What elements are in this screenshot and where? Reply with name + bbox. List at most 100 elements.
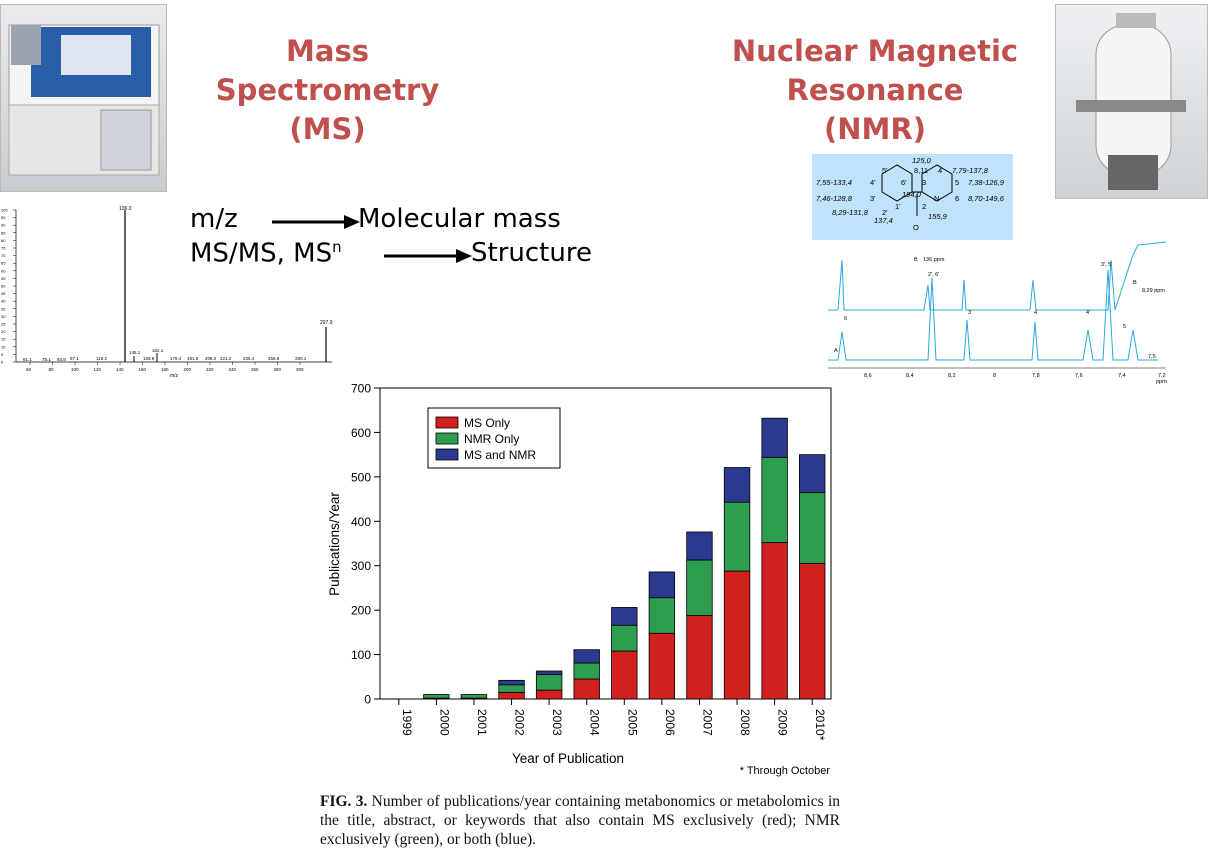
ms-x-ticks: 60 80 100 120 140 160 180 200 220 240 260 280 300	[26, 362, 304, 372]
x-tick-label: 2007	[700, 709, 714, 736]
nmr-label: 8,29-131,8	[832, 208, 869, 217]
nmr-structure-panel: 125,0 8,11 4 7,79-137,8 5' 6' 3 5 7,38-1…	[812, 154, 1013, 240]
bar-segment-ms-and-nmr	[498, 679, 525, 686]
ms-y-tick-label: 45	[1, 291, 6, 296]
nmr-label: 2'	[882, 208, 888, 217]
nmr-annotation: 2', 6'	[928, 272, 939, 278]
nmr-label: N	[934, 194, 939, 203]
nmr-annotation: 136 ppm	[923, 257, 945, 263]
ms-y-tick-label: 0	[1, 360, 4, 365]
nmr-annotation: 7,5	[1148, 354, 1156, 360]
nmr-label: 8,11	[914, 166, 928, 175]
ms-y-tick-label: 85	[1, 230, 6, 235]
ms-y-tick-label: 100	[1, 208, 8, 213]
bar-segment-ms-and-nmr	[761, 417, 788, 458]
bar-segment-nmr-only	[611, 624, 638, 652]
arrow-right-icon	[272, 215, 360, 229]
x-axis: 1999 2000 2001 2002 2003 2004 2005 2006 2007 2008…	[398, 699, 827, 741]
ms-x-tick-label: 120	[94, 367, 102, 372]
nmr-label: 125,0	[912, 156, 932, 165]
x-tick-label: 2005	[625, 709, 639, 736]
nmr-magnet-photo	[1055, 4, 1208, 199]
ms-x-tick-label: 100	[71, 367, 79, 372]
ms-title: Mass Spectrometry (MS)	[215, 34, 440, 146]
ms-y-tick-label: 95	[1, 215, 6, 220]
nmr-label: 5'	[882, 166, 888, 175]
arrow-right-icon	[384, 249, 472, 263]
ms-peak-label: 162.1	[152, 348, 164, 353]
nmr-label: 1'	[895, 202, 901, 211]
nmr-annotation: 5	[1123, 324, 1126, 330]
figure-label: FIG. 3.	[320, 793, 368, 810]
nmr-annotation: 4'	[1086, 310, 1090, 316]
legend-label: MS and NMR	[464, 448, 536, 462]
nmr-label: 137,4	[874, 216, 893, 225]
ms-y-tick-label: 35	[1, 306, 6, 311]
bar-segment-ms-only	[535, 689, 563, 700]
x-tick-label: 2010*	[813, 709, 827, 741]
x-tick-label: 2000	[437, 709, 451, 736]
nmr-label: O	[913, 223, 919, 232]
plot-frame	[379, 387, 832, 700]
bar-segment-ms-and-nmr	[611, 607, 638, 626]
ms-x-tick-label: 260	[251, 367, 259, 372]
ms-y-tick-label: 50	[1, 284, 6, 289]
y-tick-label: 100	[351, 648, 371, 662]
ms-peak-label: 221.2	[220, 356, 232, 361]
ms-y-tick-label: 70	[1, 253, 6, 258]
ms-y-tick-label: 30	[1, 314, 6, 319]
x-tick-label: 2004	[588, 709, 602, 736]
ms-x-tick-label: 300	[296, 367, 304, 372]
footnote: * Through October	[740, 765, 831, 777]
ms-peak-label: 169.9	[143, 356, 155, 361]
ms-x-tick-label: 200	[184, 367, 192, 372]
ms-x-tick-label: 240	[229, 367, 237, 372]
nmr-annotation: B	[914, 257, 918, 263]
ms-peak-label: 280.1	[295, 356, 307, 361]
nmr-label: 5	[955, 178, 959, 187]
ms-y-tick-label: 60	[1, 268, 6, 273]
ms-y-tick-label: 65	[1, 261, 6, 266]
nmr-x-tick: 7,4	[1118, 373, 1126, 379]
x-tick-label: 2003	[550, 709, 564, 736]
ms-x-tick-label: 140	[116, 367, 124, 372]
nmr-label: 4	[938, 166, 942, 175]
x-tick-label: 2006	[663, 709, 677, 736]
legend-swatch	[435, 448, 459, 461]
ms-peak-label: 235.4	[243, 356, 255, 361]
ms-y-tick-label: 55	[1, 276, 6, 281]
ms-x-tick-label: 220	[206, 367, 214, 372]
ms-peak-label: 61.1	[23, 357, 32, 362]
nmr-label: 155,9	[928, 212, 948, 221]
ms-y-tick-label: 90	[1, 223, 6, 228]
nmr-label: 4'	[870, 178, 876, 187]
bar-segment-nmr-only	[723, 501, 751, 572]
relation-output: Structure	[471, 238, 592, 268]
nmr-label: 6'	[901, 178, 907, 187]
figure-caption: FIG. 3. Number of publications/year cont…	[320, 792, 840, 849]
bar-segment-ms-only	[686, 615, 713, 700]
nmr-annotation: 4	[1034, 310, 1037, 316]
nmr-magnet-illustration	[1076, 13, 1186, 190]
ms-relation-1: m/z Molecular mass	[190, 204, 590, 238]
bar-segment-ms-only	[573, 678, 600, 700]
x-tick-label: 2008	[738, 709, 752, 736]
nmr-label: 7,46-128,8	[816, 194, 853, 203]
bar-segment-ms-and-nmr	[573, 649, 600, 664]
relation-output: Molecular mass	[358, 204, 561, 234]
ms-y-tick-label: 25	[1, 322, 6, 327]
ms-y-tick-label: 15	[1, 337, 6, 342]
y-axis-title: Publications/Year	[327, 492, 342, 596]
ms-x-axis-label: m/z	[170, 373, 179, 379]
caption-text: Number of publications/year containing m…	[320, 793, 840, 848]
nmr-x-tick: 7,8	[1032, 373, 1040, 379]
y-tick-label: 600	[351, 426, 371, 440]
nmr-x-tick: 8,2	[948, 373, 956, 379]
nmr-label: 7,38-126,9	[968, 178, 1005, 187]
legend-label: MS Only	[464, 416, 510, 430]
ms-peak-label: 75.1	[42, 357, 51, 362]
ms-relation-2: MS/MS, MSn Structure	[190, 238, 610, 272]
bars	[423, 417, 826, 700]
legend-swatch	[435, 432, 459, 445]
nmr-label: 7,79-137,8	[952, 166, 989, 175]
